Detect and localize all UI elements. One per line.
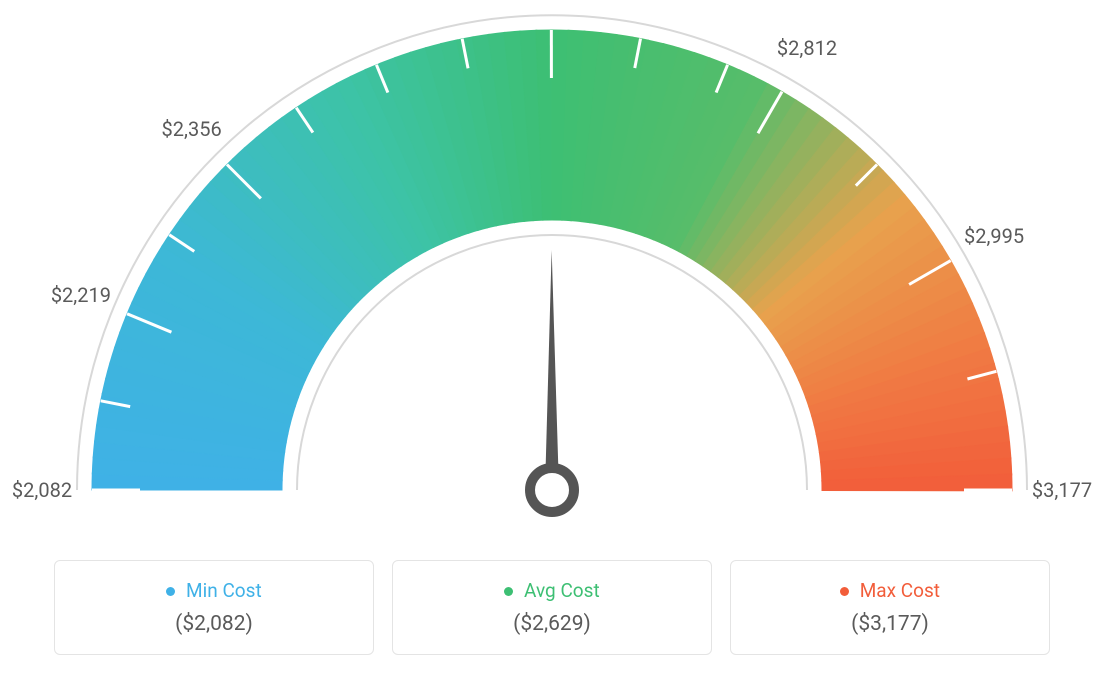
gauge-tick-label: $2,219 [51, 283, 111, 307]
min-cost-dot [166, 587, 175, 596]
avg-cost-dot [504, 587, 513, 596]
avg-cost-value: ($2,629) [393, 612, 711, 636]
max-cost-dot [840, 587, 849, 596]
avg-cost-label: Avg Cost [524, 579, 600, 602]
min-cost-label: Min Cost [186, 579, 262, 602]
max-cost-card: Max Cost ($3,177) [730, 560, 1050, 655]
gauge-tick-label: $2,082 [12, 478, 72, 502]
summary-cards-row: Min Cost ($2,082) Avg Cost ($2,629) Max … [0, 560, 1104, 655]
min-cost-value: ($2,082) [55, 612, 373, 636]
gauge-tick-label: $2,995 [964, 224, 1024, 248]
gauge-tick-label: $2,356 [162, 117, 222, 141]
gauge-svg [0, 0, 1104, 560]
avg-cost-title: Avg Cost [393, 579, 711, 602]
max-cost-value: ($3,177) [731, 612, 1049, 636]
gauge-tick-label: $2,812 [777, 36, 837, 60]
avg-cost-card: Avg Cost ($2,629) [392, 560, 712, 655]
min-cost-title: Min Cost [55, 579, 373, 602]
max-cost-title: Max Cost [731, 579, 1049, 602]
gauge-tick-label: $3,177 [1032, 478, 1092, 502]
max-cost-label: Max Cost [860, 579, 940, 602]
min-cost-card: Min Cost ($2,082) [54, 560, 374, 655]
gauge-chart: $2,082$2,219$2,356$2,629$2,812$2,995$3,1… [0, 0, 1104, 560]
